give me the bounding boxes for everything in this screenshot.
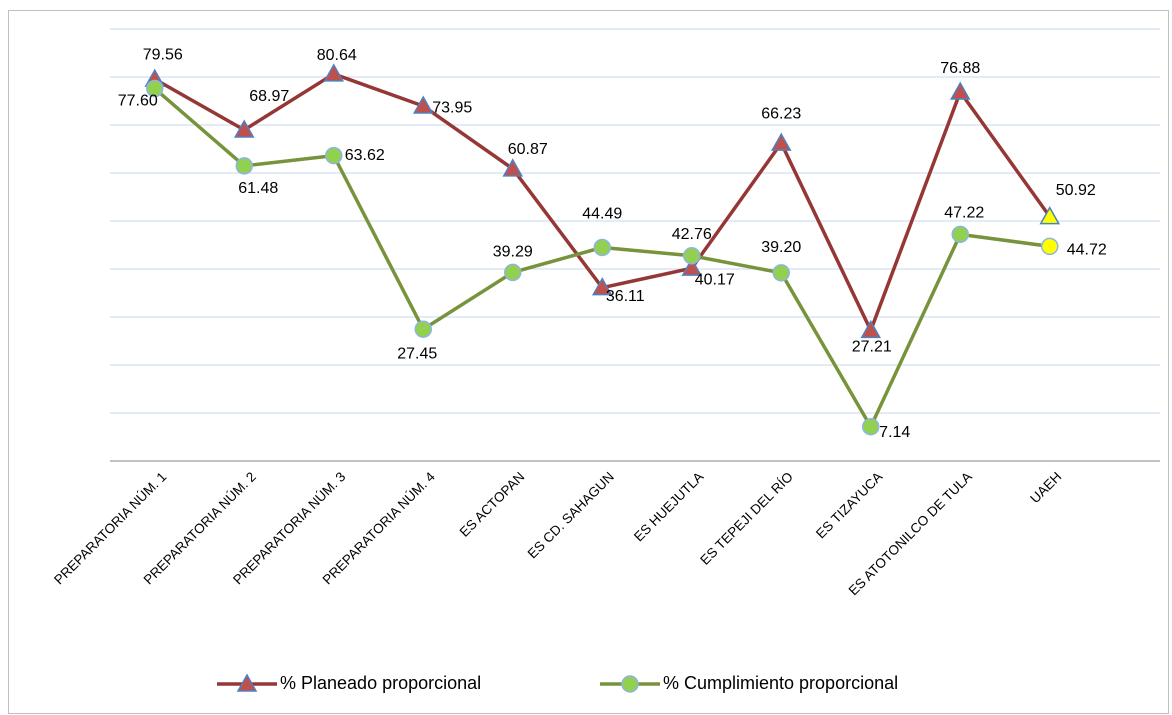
legend-marker	[236, 673, 258, 692]
marker	[772, 264, 790, 282]
data-label: 61.48	[238, 180, 278, 197]
data-label: 63.62	[345, 147, 385, 164]
data-label: 76.88	[940, 60, 980, 77]
marker	[504, 263, 522, 282]
marker	[1041, 237, 1059, 256]
data-label: 73.95	[432, 99, 472, 116]
data-label: 27.21	[852, 339, 892, 356]
marker	[862, 417, 880, 436]
data-label: 39.29	[493, 244, 533, 261]
marker	[951, 225, 969, 244]
data-label: 7.14	[879, 424, 910, 441]
marker	[146, 79, 164, 98]
data-label: 27.45	[397, 345, 437, 362]
marker	[323, 63, 345, 82]
data-label: 42.76	[672, 226, 712, 243]
marker	[233, 119, 255, 138]
data-label: 44.49	[582, 206, 622, 223]
marker	[414, 320, 432, 338]
marker	[683, 247, 701, 265]
data-label: 68.97	[249, 88, 289, 105]
data-label: 66.23	[761, 105, 801, 122]
data-label: 44.72	[1067, 242, 1107, 259]
data-label: 47.22	[944, 205, 984, 222]
data-label: 79.56	[143, 46, 183, 63]
marker	[235, 157, 253, 175]
marker	[1039, 206, 1061, 225]
marker	[860, 319, 882, 339]
marker	[593, 238, 611, 257]
marker	[325, 146, 343, 165]
marker	[412, 95, 434, 114]
chart-frame	[8, 10, 1169, 714]
legend-item: % Cumplimiento proporcional	[600, 673, 898, 693]
data-label: 39.20	[761, 239, 801, 256]
marker	[502, 158, 524, 177]
legend-marker	[621, 675, 639, 693]
data-label: 60.87	[508, 141, 548, 158]
marker	[681, 257, 703, 276]
data-label: 36.11	[606, 288, 645, 305]
marker	[949, 81, 971, 100]
legend-label: % Planeado proporcional	[280, 673, 481, 693]
marker	[770, 132, 792, 151]
legend-item: % Planeado proporcional	[217, 673, 481, 693]
data-label: 50.92	[1056, 182, 1096, 199]
legend-label: % Cumplimiento proporcional	[663, 673, 898, 693]
data-label: 80.64	[317, 47, 357, 64]
data-label: 77.60	[118, 93, 158, 110]
marker	[591, 277, 613, 296]
data-label: 40.17	[695, 271, 735, 288]
